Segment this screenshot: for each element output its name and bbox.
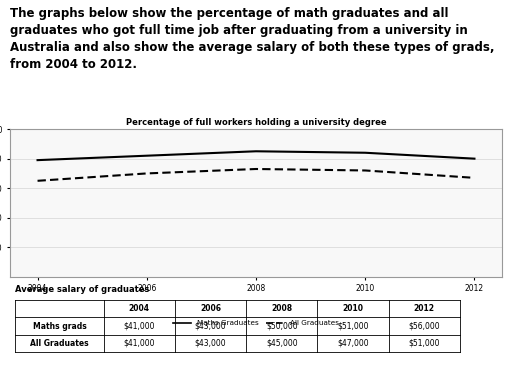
Text: All Graduates: All Graduates bbox=[30, 339, 89, 348]
Text: $56,000: $56,000 bbox=[409, 321, 440, 331]
Text: 2006: 2006 bbox=[200, 304, 221, 313]
Text: $45,000: $45,000 bbox=[266, 339, 297, 348]
Text: 2004: 2004 bbox=[129, 304, 150, 313]
Text: The graphs below show the percentage of math graduates and all graduates who got: The graphs below show the percentage of … bbox=[10, 7, 495, 71]
Text: $43,000: $43,000 bbox=[195, 321, 226, 331]
Text: 2008: 2008 bbox=[271, 304, 292, 313]
Text: Maths grads: Maths grads bbox=[33, 321, 86, 331]
Legend: Maths Graduates, All Graduates: Maths Graduates, All Graduates bbox=[170, 317, 342, 329]
Text: $50,000: $50,000 bbox=[266, 321, 297, 331]
Text: $47,000: $47,000 bbox=[337, 339, 369, 348]
Text: Average salary of graduates: Average salary of graduates bbox=[15, 285, 150, 294]
Text: 2010: 2010 bbox=[343, 304, 364, 313]
Text: $41,000: $41,000 bbox=[123, 321, 155, 331]
Text: $51,000: $51,000 bbox=[409, 339, 440, 348]
Title: Percentage of full workers holding a university degree: Percentage of full workers holding a uni… bbox=[125, 118, 387, 127]
Text: $41,000: $41,000 bbox=[123, 339, 155, 348]
Text: $43,000: $43,000 bbox=[195, 339, 226, 348]
Text: 2012: 2012 bbox=[414, 304, 435, 313]
Text: $51,000: $51,000 bbox=[337, 321, 369, 331]
